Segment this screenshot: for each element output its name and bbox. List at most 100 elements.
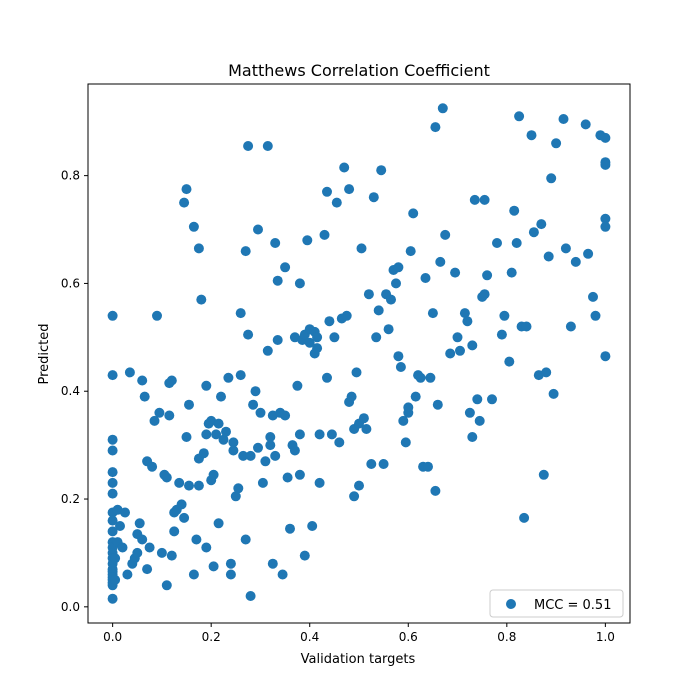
data-point	[107, 526, 118, 537]
data-point	[201, 380, 212, 391]
data-point	[400, 437, 411, 448]
data-point	[124, 367, 135, 378]
data-point	[526, 130, 537, 141]
data-point	[546, 173, 557, 184]
data-point	[233, 483, 244, 494]
data-point	[329, 332, 340, 343]
y-tick-label: 0.4	[61, 384, 80, 398]
data-point	[580, 119, 591, 130]
data-point	[253, 224, 263, 235]
data-point	[339, 162, 350, 173]
data-point	[184, 480, 194, 491]
data-point	[223, 372, 234, 383]
data-point	[179, 197, 190, 208]
data-point	[137, 375, 148, 386]
data-point	[506, 267, 517, 278]
data-point	[188, 221, 199, 232]
data-point	[265, 440, 276, 451]
data-point	[235, 370, 246, 381]
data-point	[548, 388, 559, 399]
data-point	[107, 477, 118, 488]
data-point	[312, 343, 323, 354]
y-tick-label: 0.8	[61, 169, 80, 183]
data-point	[262, 345, 273, 356]
x-axis-label: Validation targets	[301, 652, 416, 667]
data-point	[349, 491, 360, 502]
data-point	[354, 480, 364, 491]
data-point	[386, 294, 396, 305]
data-point	[248, 399, 259, 410]
data-point	[482, 270, 493, 281]
data-point	[169, 526, 180, 537]
data-point	[302, 235, 313, 246]
x-tick-label: 1.0	[596, 630, 615, 644]
data-point	[425, 372, 436, 383]
data-point	[319, 229, 330, 240]
data-point	[253, 442, 263, 453]
data-point	[235, 308, 246, 319]
data-point	[257, 477, 268, 488]
data-point	[179, 512, 190, 523]
y-tick-label: 0.0	[61, 600, 80, 614]
data-point	[304, 337, 315, 348]
data-point	[588, 291, 598, 302]
data-point	[211, 429, 222, 440]
data-point	[408, 208, 419, 219]
data-point	[541, 367, 552, 378]
data-point	[312, 332, 323, 343]
data-point	[117, 542, 128, 553]
data-point	[152, 310, 162, 321]
data-point	[132, 547, 143, 558]
y-tick-label: 0.6	[61, 276, 80, 290]
data-point	[391, 278, 401, 289]
data-point	[492, 238, 502, 248]
data-point	[294, 429, 305, 440]
data-point	[324, 316, 335, 327]
legend: MCC = 0.51	[489, 589, 624, 618]
legend-label: MCC = 0.51	[534, 598, 611, 613]
y-axis-label: Predicted	[37, 323, 52, 384]
data-point	[511, 238, 522, 248]
data-point	[161, 580, 172, 591]
data-point	[600, 351, 611, 362]
data-point	[250, 386, 261, 397]
data-point	[193, 243, 204, 254]
chart-title: Matthews Correlation Coefficient	[228, 61, 490, 80]
data-point	[314, 429, 325, 440]
data-point	[107, 434, 118, 445]
data-point	[514, 111, 525, 122]
data-point	[467, 432, 478, 442]
data-point	[107, 467, 118, 478]
data-point	[440, 229, 451, 240]
data-point	[149, 415, 160, 426]
data-point	[161, 472, 172, 483]
data-point	[479, 194, 490, 205]
data-point	[395, 362, 406, 372]
data-point	[218, 434, 229, 445]
data-point	[361, 424, 372, 434]
data-point	[107, 370, 118, 381]
x-axis-ticks: 0.0 0.2 0.4 0.6 0.8 1.0	[103, 623, 615, 644]
data-point	[496, 329, 507, 340]
data-point	[363, 289, 374, 300]
data-point	[307, 521, 318, 531]
data-point	[208, 561, 219, 572]
data-point	[536, 219, 547, 230]
data-point	[156, 547, 167, 558]
data-point	[600, 159, 611, 170]
data-point	[260, 456, 271, 467]
data-point	[107, 445, 118, 456]
data-point	[225, 558, 236, 569]
data-point	[509, 205, 520, 216]
data-point	[188, 569, 199, 580]
data-point	[472, 394, 483, 405]
data-point	[331, 197, 342, 208]
data-point	[272, 275, 283, 286]
data-point	[393, 351, 404, 362]
data-point	[600, 213, 611, 224]
data-point	[427, 308, 438, 319]
data-point	[570, 256, 581, 267]
data-point	[139, 391, 150, 402]
scatter-points	[107, 103, 611, 604]
